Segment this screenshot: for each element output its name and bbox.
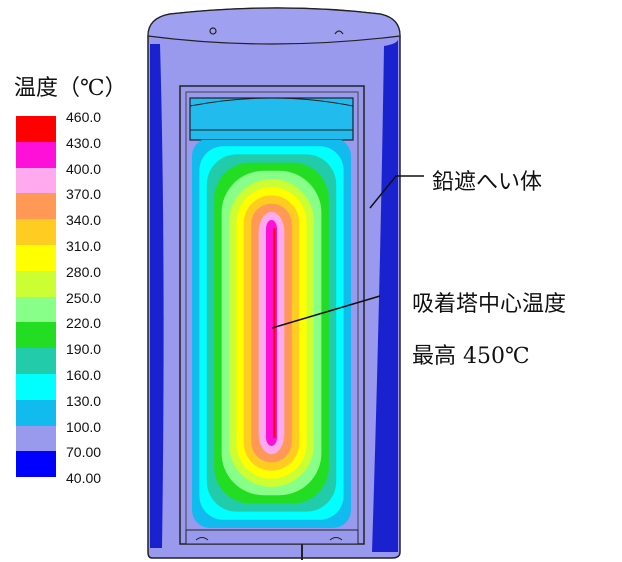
legend-entry: 130.0 [16, 393, 136, 426]
legend-entry: 430.0 [16, 135, 136, 168]
shield-top-cap [147, 7, 401, 45]
top-marker-left [209, 27, 217, 35]
top-marker-right [334, 30, 344, 35]
legend-label: 250.0 [66, 289, 102, 306]
adsorber-lid [189, 97, 354, 141]
legend-entry: 280.0 [16, 264, 136, 297]
shield-right-edge [372, 40, 398, 552]
legend-label: 460.0 [66, 109, 102, 125]
legend-swatch [16, 374, 56, 400]
legend-entry: 100.0 [16, 419, 136, 452]
max-temp-label: 最高 450℃ [412, 344, 530, 369]
legend-swatch [16, 270, 56, 297]
legend-entry: 340.0 [16, 212, 136, 246]
legend-label: 310.0 [66, 238, 102, 254]
legend-label: 40.00 [66, 470, 102, 487]
legend-title: 温度（℃） [14, 76, 127, 101]
legend-entry: 70.00 [16, 444, 136, 478]
legend-label: 400.0 [66, 160, 102, 177]
legend-entry: 310.0 [16, 238, 136, 271]
legend-label: 160.0 [66, 367, 102, 383]
legend-swatch [16, 245, 56, 271]
legend-label: 100.0 [66, 418, 102, 435]
legend-label: 430.0 [66, 134, 102, 151]
legend-entry: 160.0 [16, 367, 136, 400]
temperature-contours [192, 140, 351, 528]
legend-swatch [16, 141, 56, 168]
legend-swatch [16, 167, 56, 194]
center-leader-line [271, 295, 381, 329]
legend-entry: 460.0 [16, 109, 136, 142]
shield-label: 鉛遮へい体 [432, 170, 543, 195]
legend-entry: 190.0 [16, 341, 136, 375]
legend-swatch [16, 322, 56, 349]
legend-label: 190.0 [66, 341, 102, 358]
bottom-plate [185, 529, 359, 545]
legend-label: 370.0 [66, 186, 102, 203]
legend-entry: 220.0 [16, 315, 136, 349]
contour-band [273, 228, 276, 438]
legend-entry: 370.0 [16, 186, 136, 220]
legend-swatch [16, 296, 56, 323]
legend-swatch [16, 219, 56, 246]
shield-left-edge [150, 44, 164, 548]
legend-entry: 250.0 [16, 290, 136, 323]
legend-label: 280.0 [66, 263, 102, 280]
legend-label: 220.0 [66, 315, 102, 332]
legend-swatch [16, 425, 56, 452]
legend-label: 340.0 [66, 212, 102, 229]
legend-swatch [16, 348, 56, 375]
legend-label: 70.00 [66, 444, 102, 461]
shield-leader-line [369, 175, 424, 209]
legend-swatch [16, 116, 56, 142]
legend-swatch [16, 399, 56, 426]
center-temp-label: 吸着塔中心温度 [412, 292, 567, 317]
legend-swatch [16, 193, 56, 220]
legend-label: 130.0 [66, 392, 102, 409]
legend-entry: 400.0 [16, 161, 136, 194]
legend-entry: 40.00 [16, 470, 136, 501]
legend-swatch [16, 451, 56, 478]
